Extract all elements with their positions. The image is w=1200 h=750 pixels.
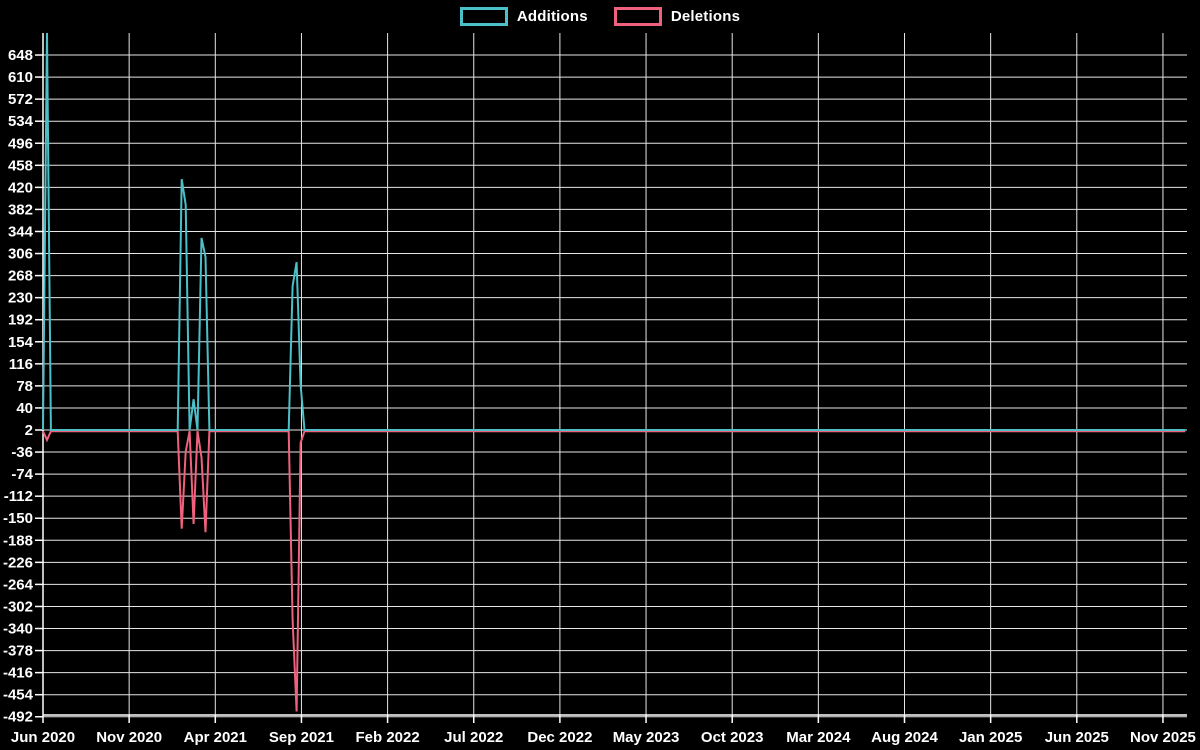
x-tick-label: Oct 2023 — [701, 729, 764, 746]
y-tick-label: 192 — [8, 312, 33, 329]
y-tick-label: 496 — [8, 135, 33, 152]
y-tick-label: -492 — [3, 709, 33, 726]
y-tick-label: 116 — [9, 356, 33, 373]
y-tick-label: -226 — [3, 554, 33, 571]
x-tick-label: Jul 2022 — [444, 729, 503, 746]
additions-line — [42, 32, 1186, 431]
y-tick-label: -150 — [3, 510, 33, 527]
y-tick-label: -36 — [11, 444, 33, 461]
legend-label-deletions: Deletions — [670, 8, 741, 25]
y-tick-label: 154 — [8, 334, 34, 351]
x-tick-label: Feb 2022 — [355, 729, 419, 746]
y-tick-label: -112 — [4, 488, 33, 505]
y-tick-label: 534 — [8, 113, 34, 130]
x-tick-label: Jan 2025 — [959, 729, 1022, 746]
y-tick-label: 382 — [8, 201, 33, 218]
deletions-swatch-icon — [613, 7, 662, 26]
legend-item-deletions[interactable]: Deletions — [613, 7, 741, 26]
additions-swatch-icon — [459, 7, 508, 26]
y-tick-label: 420 — [8, 179, 33, 196]
y-tick-label: 40 — [16, 400, 33, 417]
x-tick-label: Apr 2021 — [184, 729, 247, 746]
x-tick-label: Nov 2020 — [96, 729, 162, 746]
x-tick-label: Sep 2021 — [269, 729, 334, 746]
y-tick-label: -454 — [3, 687, 34, 704]
x-tick-label: Mar 2024 — [786, 729, 851, 746]
y-tick-label: 230 — [8, 290, 33, 307]
y-tick-label: 572 — [8, 91, 33, 108]
y-tick-label: 2 — [25, 422, 33, 439]
legend-label-additions: Additions — [516, 8, 588, 25]
y-tick-label: -74 — [11, 466, 33, 483]
y-tick-label: 306 — [8, 246, 33, 263]
y-tick-label: 610 — [8, 69, 33, 86]
legend-item-additions[interactable]: Additions — [459, 7, 588, 26]
x-tick-label: Nov 2025 — [1130, 729, 1196, 746]
x-tick-label: Jun 2025 — [1045, 729, 1109, 746]
x-tick-label: Dec 2022 — [527, 729, 592, 746]
chart-legend: Additions Deletions — [0, 7, 1200, 26]
x-tick-label: Jun 2020 — [11, 729, 75, 746]
x-tick-label: Aug 2024 — [871, 729, 938, 746]
x-tick-label: May 2023 — [613, 729, 680, 746]
y-tick-label: 344 — [8, 223, 34, 240]
y-tick-label: -416 — [3, 665, 33, 682]
y-tick-label: -264 — [3, 576, 34, 593]
y-tick-label: 268 — [8, 268, 33, 285]
y-tick-label: 458 — [8, 157, 33, 174]
y-tick-label: -302 — [3, 598, 33, 615]
y-tick-label: -188 — [3, 532, 33, 549]
y-tick-label: 648 — [8, 47, 33, 64]
y-tick-label: -378 — [3, 643, 33, 660]
y-tick-label: 78 — [16, 378, 33, 395]
y-tick-label: -340 — [3, 621, 33, 638]
deletions-line — [42, 430, 1186, 712]
